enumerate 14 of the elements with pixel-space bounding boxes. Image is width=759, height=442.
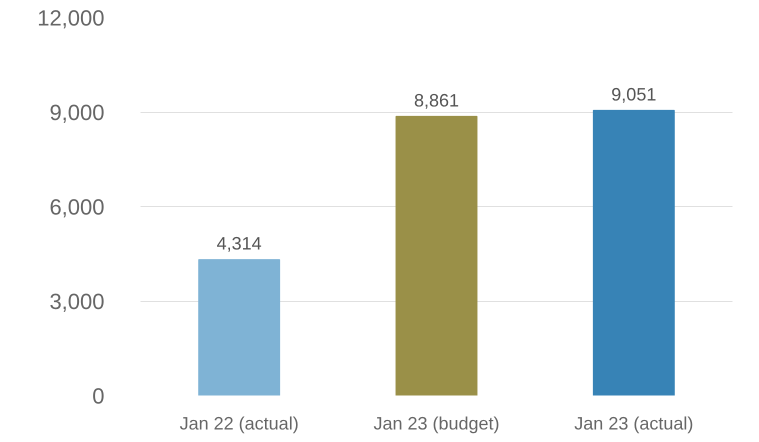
y-tick-label: 3,000 [49, 289, 105, 314]
data-label: 9,051 [611, 84, 656, 104]
bar [592, 110, 675, 396]
y-tick-label: 9,000 [49, 100, 105, 125]
data-label: 4,314 [216, 234, 262, 254]
y-tick-label: 0 [92, 384, 105, 408]
data-label: 8,861 [414, 90, 460, 110]
x-tick-label: Jan 23 (budget) [373, 414, 500, 434]
y-tick-label: 12,000 [37, 6, 105, 30]
y-tick-label: 6,000 [49, 194, 105, 220]
x-tick-label: Jan 22 (actual) [180, 414, 299, 434]
bar [396, 116, 478, 396]
bar [198, 259, 280, 396]
x-tick-label: Jan 23 (actual) [574, 414, 694, 434]
